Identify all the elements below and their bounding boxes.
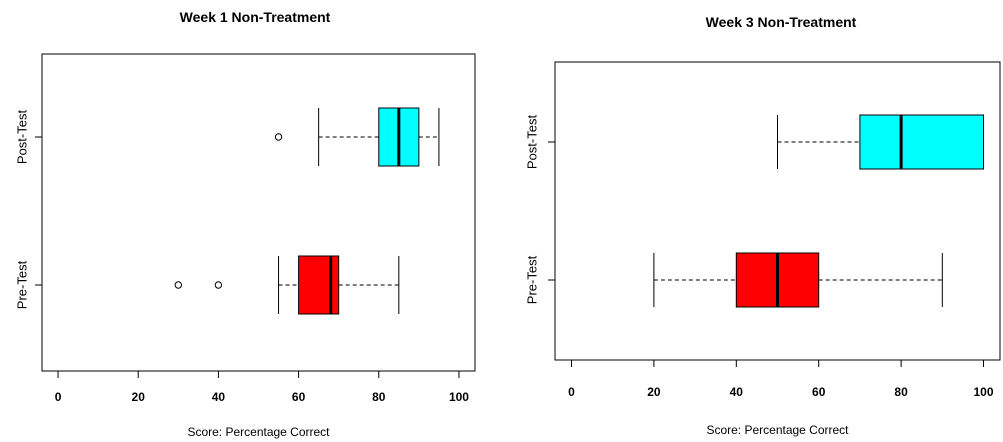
outlier-point-pre-test — [214, 281, 223, 289]
x-tick-label: 40 — [212, 390, 226, 404]
x-tick-label: 100 — [974, 385, 994, 399]
outlier-point-pre-test — [174, 281, 183, 289]
boxplot-panel-1: Week 1 Non-Treatment 0 20 40 60 80 100 Score: P… — [15, 9, 476, 439]
category-label-pre-test: Pre-Test — [15, 260, 30, 309]
plot-frame — [41, 53, 476, 372]
category-label-pre-test: Pre-Test — [525, 255, 540, 304]
boxplot-panel-2: Week 3 Non-Treatment 0 20 40 60 80 100 Score: P… — [525, 14, 1001, 437]
x-tick-label: 0 — [568, 385, 575, 399]
chart-title: Week 3 Non-Treatment — [706, 14, 857, 30]
x-tick-label: 80 — [894, 385, 908, 399]
x-tick-label: 20 — [647, 385, 661, 399]
box-post-test — [859, 114, 985, 170]
chart-title: Week 1 Non-Treatment — [180, 9, 331, 25]
category-label-post-test: Post-Test — [525, 115, 540, 170]
box-pre-test — [298, 255, 340, 315]
category-label-post-test: Post-Test — [15, 110, 30, 165]
x-tick-label: 0 — [55, 390, 62, 404]
x-axis-label: Score: Percentage Correct — [706, 423, 849, 437]
x-tick-label: 40 — [730, 385, 744, 399]
x-tick-label: 60 — [812, 385, 826, 399]
outlier-point-post-test — [274, 133, 283, 141]
x-tick-label: 80 — [372, 390, 386, 404]
x-tick-label: 100 — [449, 390, 469, 404]
x-tick-label: 60 — [292, 390, 306, 404]
x-axis-label: Score: Percentage Correct — [187, 425, 330, 439]
x-tick-label: 20 — [132, 390, 146, 404]
plot-frame — [554, 61, 1001, 361]
